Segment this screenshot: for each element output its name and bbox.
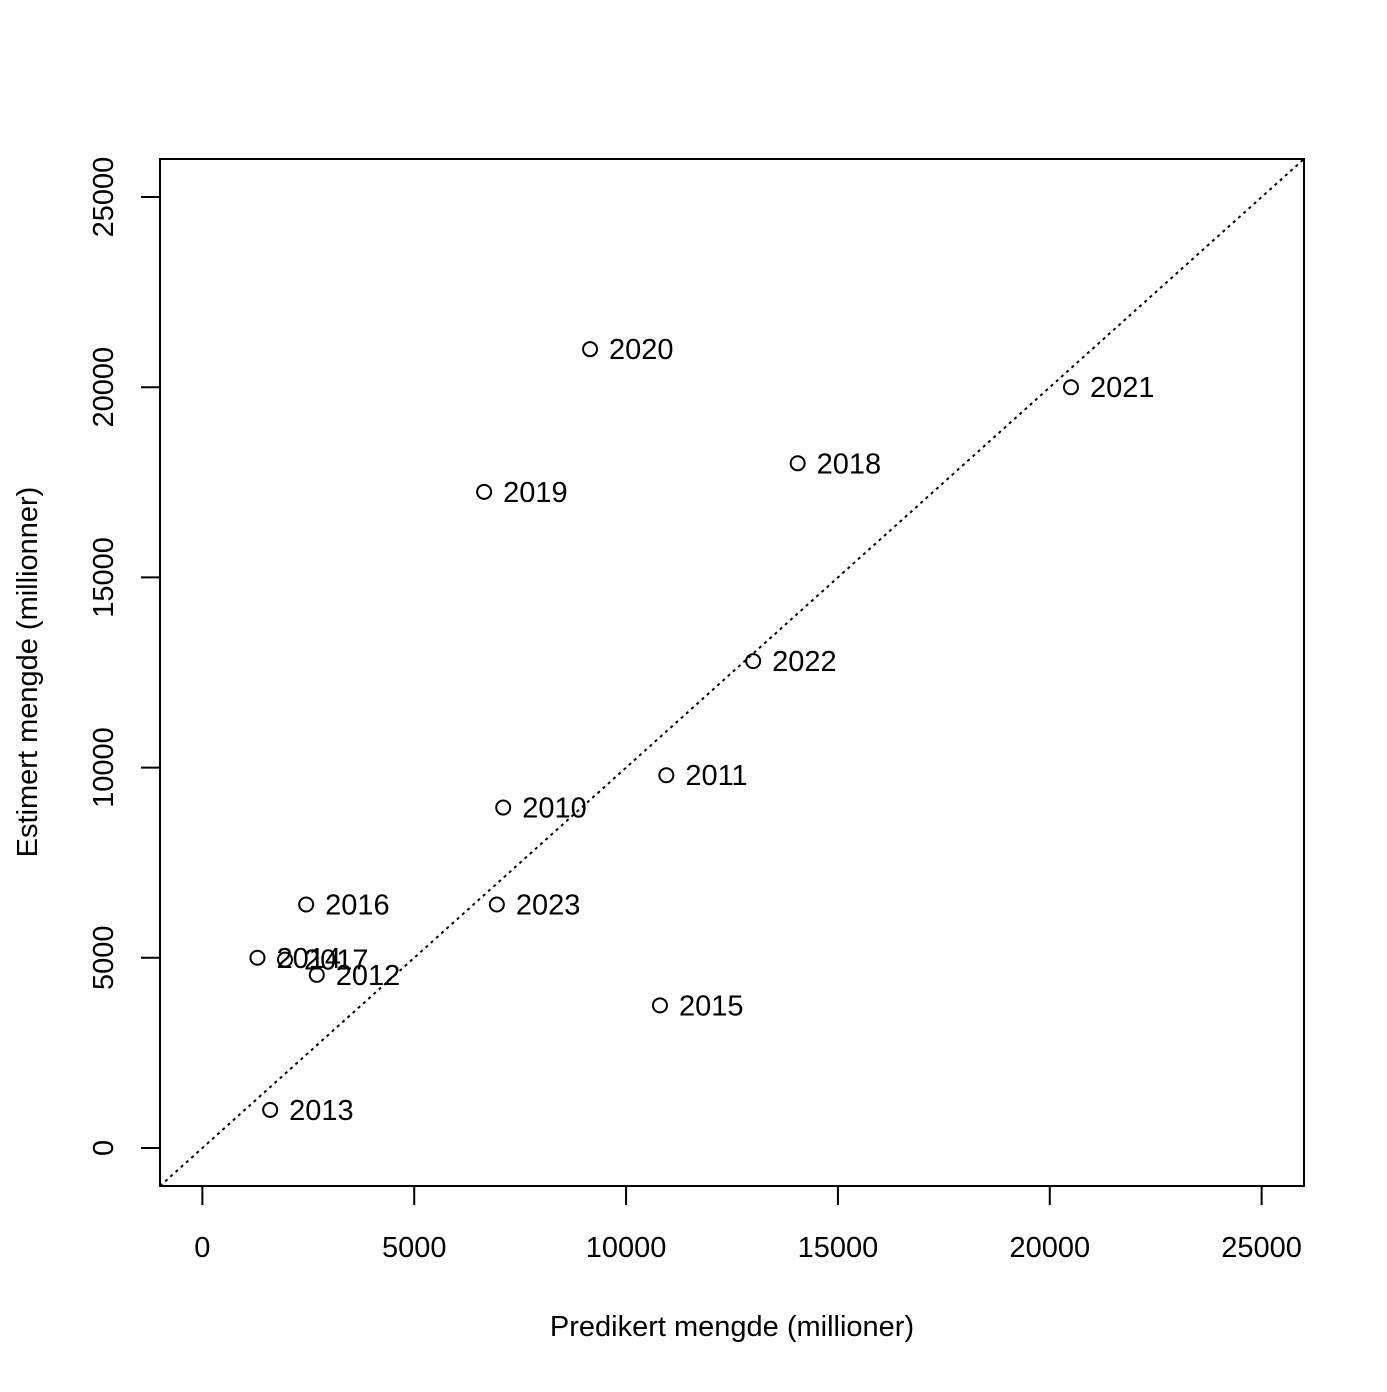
point-label-2019: 2019: [503, 477, 568, 509]
x-tick-label: 0: [194, 1232, 210, 1264]
data-point-2015: [651, 997, 668, 1014]
data-point-2012: [308, 966, 325, 983]
data-point-2018: [789, 455, 806, 472]
x-tick-label: 25000: [1221, 1232, 1302, 1264]
y-tick-label: 20000: [88, 347, 120, 428]
point-label-2014: 2014: [276, 943, 341, 975]
x-tick-label: 10000: [586, 1232, 667, 1264]
x-axis-title: Predikert mengde (millioner): [550, 1311, 914, 1343]
y-tick-label: 10000: [88, 727, 120, 808]
data-point-2017: [276, 951, 293, 968]
x-tick-label: 5000: [382, 1232, 447, 1264]
point-label-2010: 2010: [522, 793, 587, 825]
x-axis: 0 5000 10000 15000 20000 25000: [194, 1185, 1302, 1264]
point-label-2020: 2020: [609, 334, 674, 366]
data-point-2010: [495, 799, 512, 816]
data-point-2020: [582, 341, 599, 358]
point-label-2011: 2011: [685, 760, 747, 792]
data-point-2011: [658, 767, 675, 784]
y-tick-label: 25000: [88, 157, 120, 238]
identity-reference-line: [159, 158, 1305, 1187]
x-tick-label: 20000: [1009, 1232, 1090, 1264]
data-points: 2010 2011 2012 2013 2014 2015 2016 2017 2018 2019…: [249, 334, 1155, 1127]
point-label-2021: 2021: [1090, 372, 1155, 404]
y-tick-label: 15000: [88, 537, 120, 618]
data-point-2022: [745, 653, 762, 670]
point-label-2018: 2018: [817, 448, 882, 480]
x-tick-label: 15000: [798, 1232, 879, 1264]
data-point-2021: [1062, 379, 1079, 396]
y-tick-label: 5000: [88, 926, 120, 991]
y-tick-label: 0: [88, 1140, 120, 1156]
point-label-2023: 2023: [516, 890, 581, 922]
data-point-2014: [249, 949, 266, 966]
data-point-2013: [262, 1101, 279, 1118]
data-point-2016: [298, 896, 315, 913]
point-label-2013: 2013: [289, 1095, 354, 1127]
point-label-2017: 2017: [304, 945, 369, 977]
data-point-2023: [488, 896, 505, 913]
point-label-2015: 2015: [679, 990, 744, 1022]
y-axis: 0 5000 10000 15000 20000 25000: [88, 157, 161, 1156]
point-label-2016: 2016: [325, 890, 390, 922]
data-point-2019: [476, 483, 493, 500]
point-label-2012: 2012: [336, 960, 401, 992]
y-axis-title: Estimert mengde (millionner): [12, 487, 44, 858]
point-label-2022: 2022: [772, 646, 837, 678]
